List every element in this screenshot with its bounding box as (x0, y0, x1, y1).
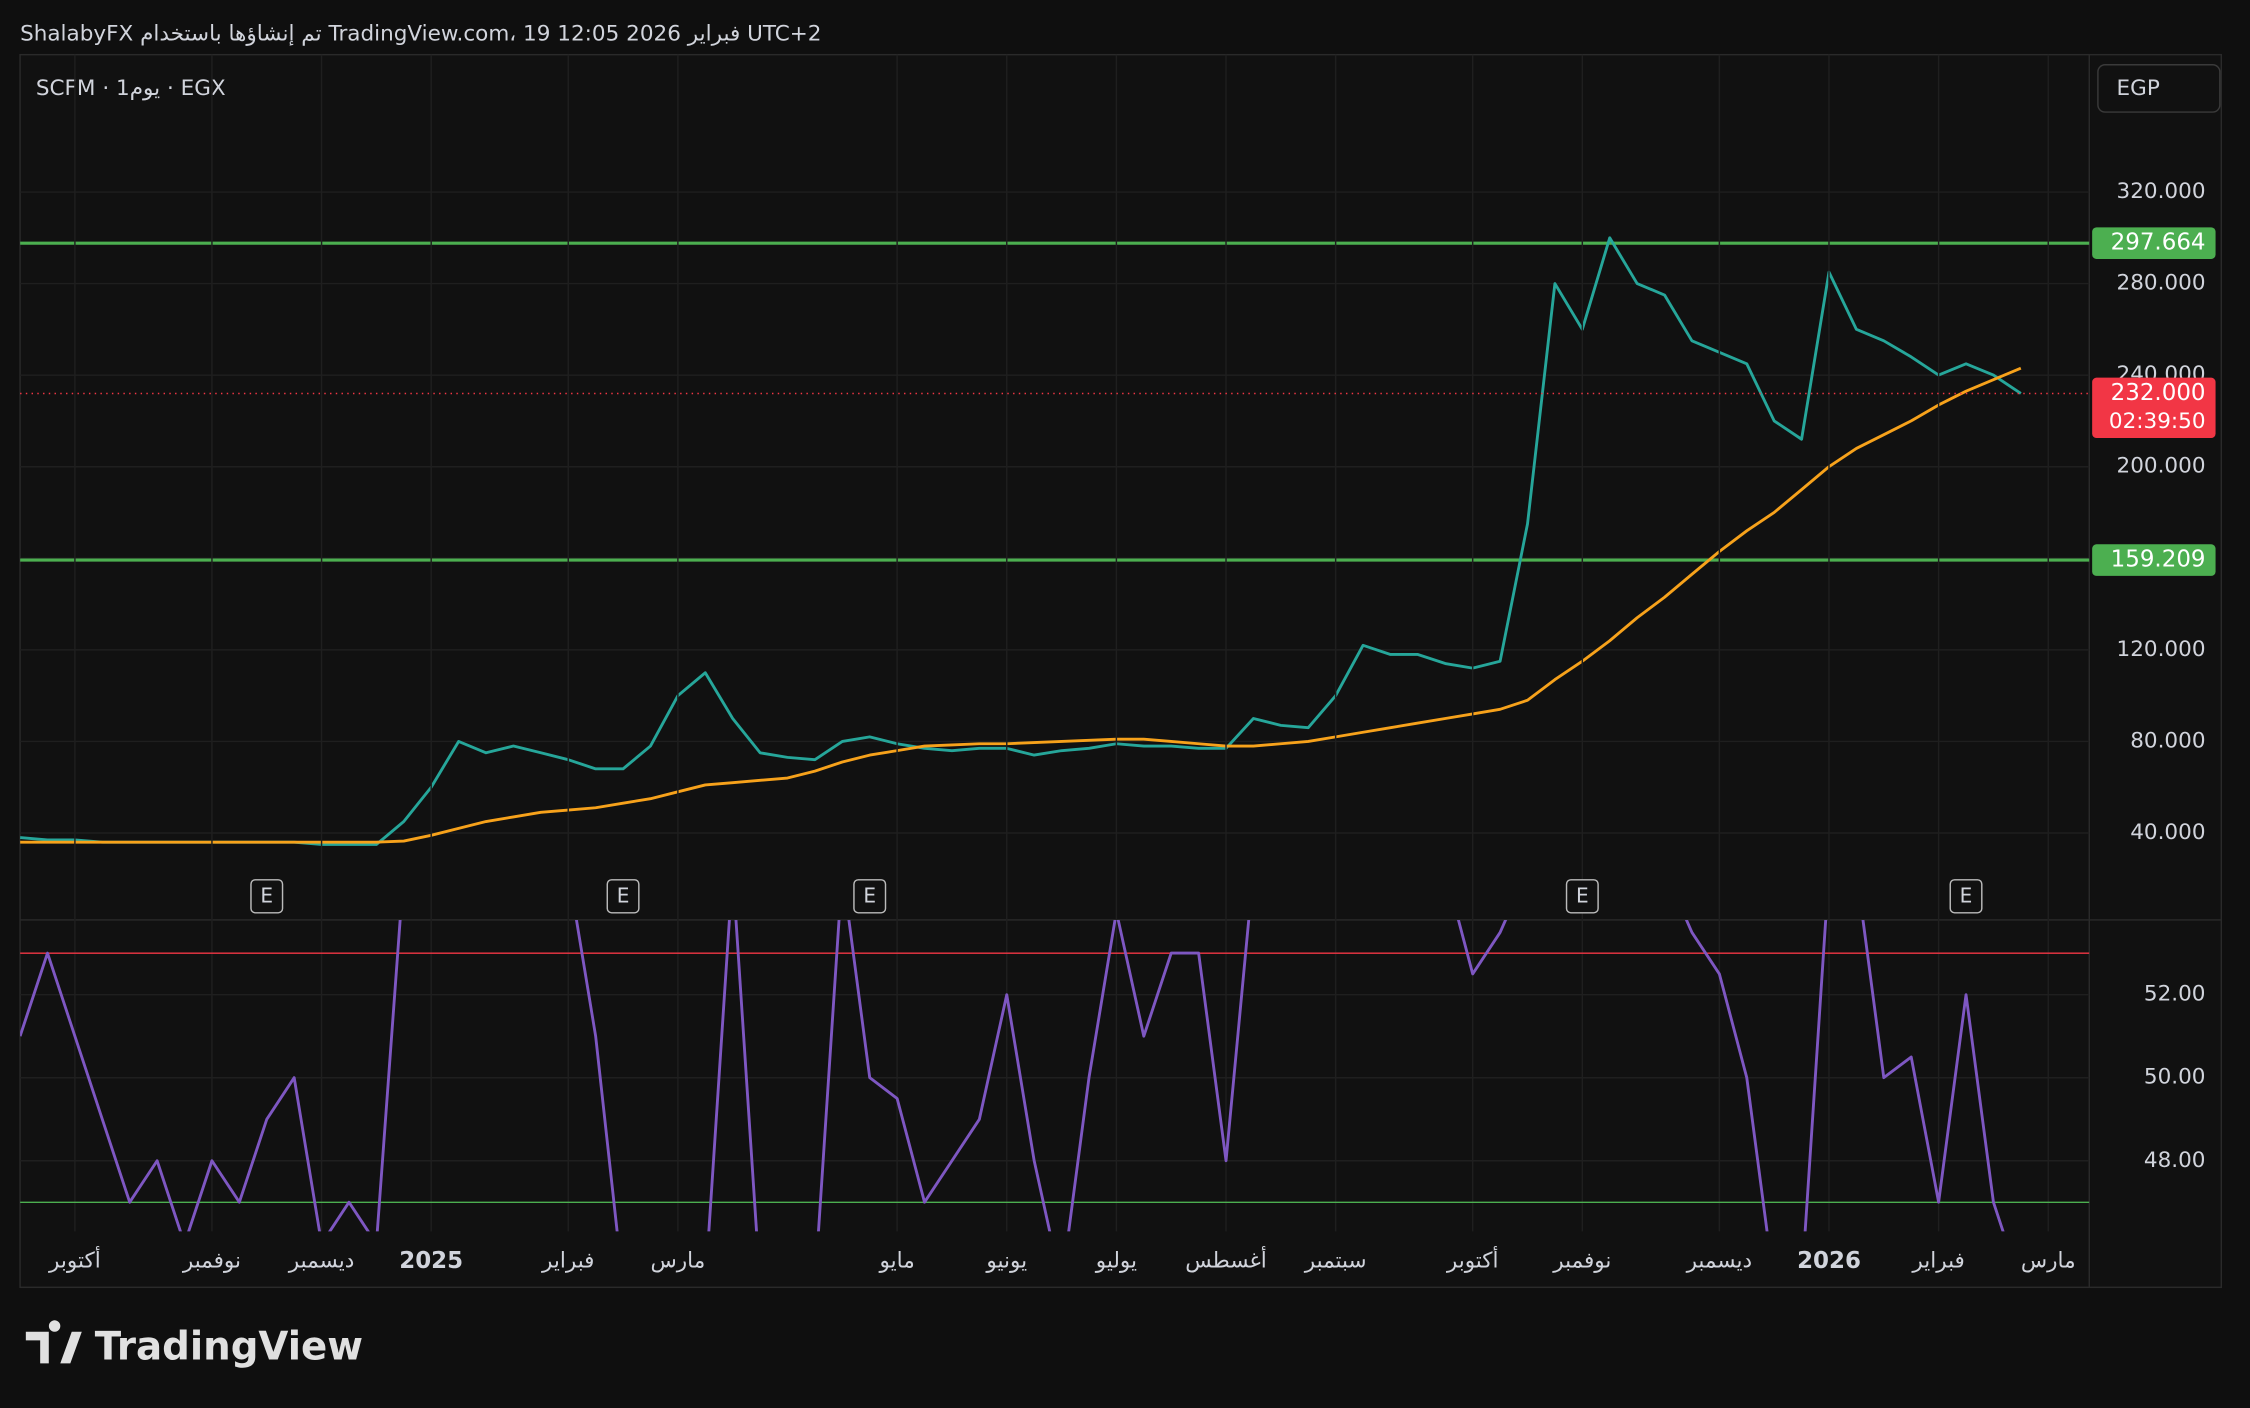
level-label: 159.209 (2111, 547, 2206, 573)
event-marker (606, 879, 640, 914)
level-label: 297.664 (2111, 230, 2206, 256)
y-tick-label: 40.000 (2130, 820, 2205, 845)
symbol: SCFM · 1يوم · EGX (36, 76, 226, 101)
chart-frame (19, 53, 2223, 1289)
x-tick-label: مارس (2021, 1248, 2076, 1273)
x-tick-label: أكتوبر (1446, 1245, 1499, 1273)
x-tick-label: فبراير (1911, 1248, 1965, 1273)
series-line (20, 366, 2022, 844)
y-tick-label: 48.00 (2144, 1148, 2206, 1173)
x-tick-label: ديسمبر (288, 1248, 355, 1273)
currency[interactable]: EGP (2117, 76, 2160, 101)
event-marker (250, 879, 284, 914)
x-tick-label: أكتوبر (48, 1245, 101, 1273)
y-tick-label: 280.000 (2117, 271, 2206, 296)
event-label: E (1960, 884, 1973, 908)
x-tick-label: 2026 (1797, 1248, 1861, 1274)
level-tag (2092, 544, 2216, 576)
x-tick-label: نوفمبر (182, 1248, 241, 1273)
header: ShalabyFX تم إنشاؤها باستخدام TradingVie… (20, 22, 821, 47)
series-line (20, 919, 2005, 1232)
x-tick-label: ديسمبر (1686, 1248, 1753, 1273)
event-label: E (863, 884, 876, 908)
x-tick-label: مارس (650, 1248, 705, 1273)
event-label: E (617, 884, 630, 908)
event-marker (1565, 879, 1599, 914)
x-tick-label: نوفمبر (1552, 1248, 1611, 1273)
y-tick-label: 50.00 (2144, 1065, 2206, 1090)
event-label: E (260, 884, 273, 908)
x-tick-label: 2025 (399, 1248, 463, 1274)
x-tick-label: أغسطس (1185, 1245, 1267, 1273)
plot (20, 919, 2090, 1232)
logo-mark (25, 1320, 82, 1364)
last-price-label: 232.000 (2111, 380, 2206, 406)
plot (20, 191, 2090, 846)
y-tick-label: 80.000 (2130, 728, 2205, 753)
currency-box[interactable] (2097, 64, 2221, 113)
y-tick-label: 320.000 (2117, 179, 2206, 204)
level-tag (2092, 227, 2216, 259)
last-price-tag (2092, 377, 2216, 438)
event-marker (853, 879, 887, 914)
y-tick-label: 120.000 (2117, 637, 2206, 662)
event-marker (1949, 879, 1983, 914)
x-tick-label: يونيو (985, 1248, 1027, 1273)
event-label: E (1576, 884, 1589, 908)
logo-text: TradingView (95, 1325, 363, 1370)
series-line (20, 236, 2022, 846)
x-tick-label: فبراير (541, 1248, 595, 1273)
x-tick-label: سبتمبر (1304, 1248, 1367, 1273)
countdown: 02:39:50 (2109, 409, 2206, 434)
x-tick-label: يوليو (1095, 1248, 1137, 1273)
x-tick-label: مايو (879, 1248, 915, 1273)
y-tick-label: 52.00 (2144, 982, 2206, 1007)
y-tick-label: 200.000 (2117, 454, 2206, 479)
